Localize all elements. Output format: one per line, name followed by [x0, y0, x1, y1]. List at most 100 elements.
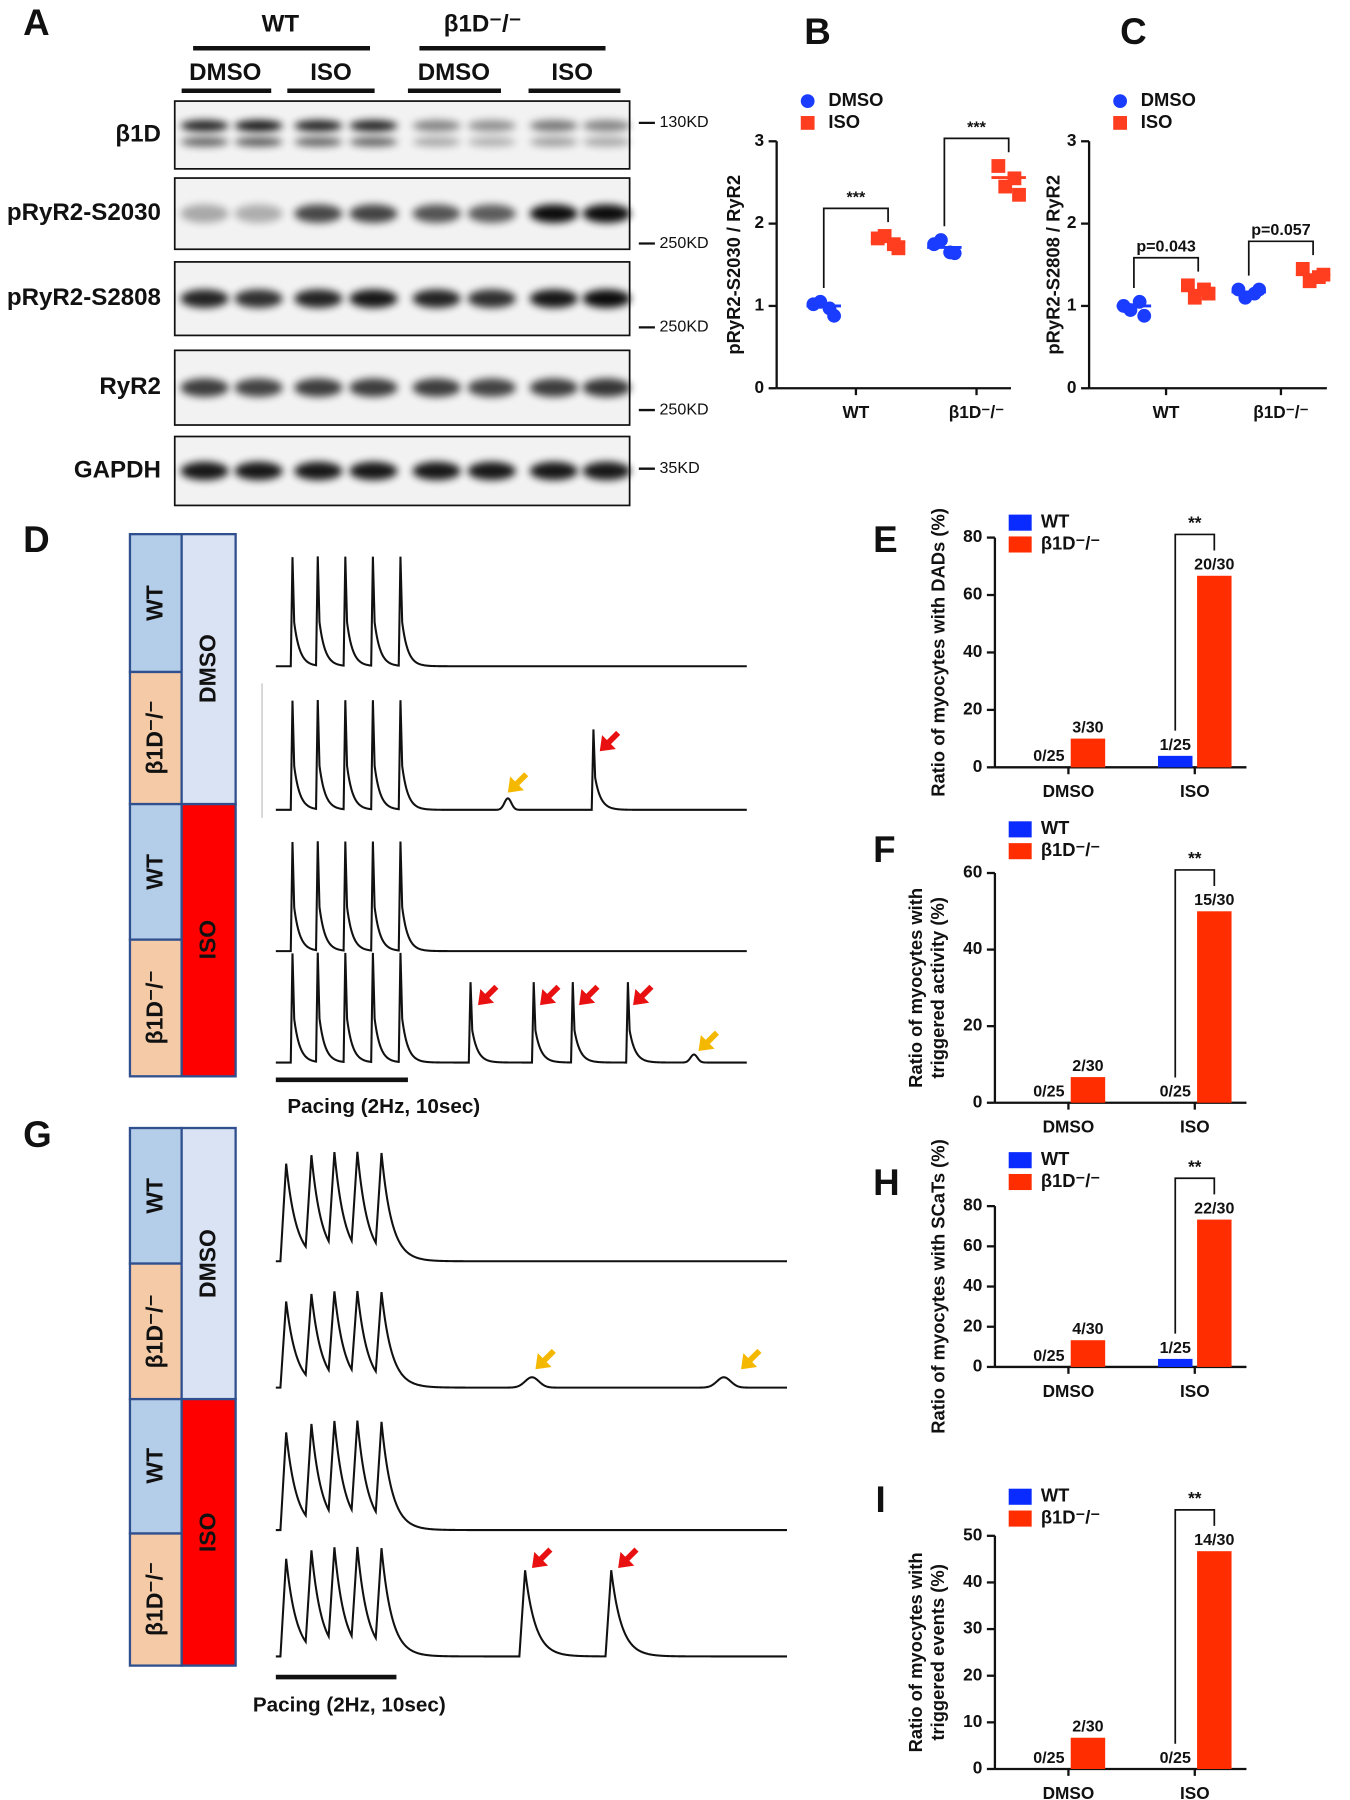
treatment-label: DMSO	[194, 1229, 220, 1298]
bar	[1070, 1737, 1106, 1769]
blot-band	[349, 120, 398, 132]
y-tick-label: 60	[963, 1235, 982, 1255]
blot-band	[234, 289, 283, 308]
bar	[1070, 1077, 1106, 1103]
arrow-head	[540, 989, 557, 1006]
blot-band	[467, 204, 516, 223]
y-axis-label: triggered activity (%)	[927, 897, 948, 1079]
legend-marker	[1008, 821, 1032, 838]
marker-label: 250KD	[659, 234, 708, 252]
y-tick-label: 60	[963, 584, 982, 604]
x-tick-label: β1D⁻/⁻	[1253, 402, 1308, 422]
panel-letter: D	[23, 519, 50, 560]
blot-band	[467, 120, 516, 132]
annotation: ***	[967, 118, 987, 136]
genotype-label: WT	[141, 1448, 167, 1484]
blot-band	[234, 137, 283, 147]
blot-treatment: ISO	[310, 59, 352, 86]
value-label: 14/30	[1194, 1531, 1234, 1549]
point	[998, 179, 1013, 194]
bracket	[822, 207, 889, 289]
y-tick-label: 2	[754, 212, 764, 232]
x-tick-label: DMSO	[1043, 1117, 1095, 1137]
annotation: **	[1188, 848, 1202, 868]
x-tick-label: DMSO	[1043, 1381, 1095, 1401]
bar	[1197, 1551, 1232, 1769]
x-tick-label: ISO	[1180, 1783, 1210, 1800]
blot-band	[234, 204, 283, 223]
blot-band	[529, 137, 578, 147]
bracket	[1174, 869, 1216, 1078]
panel-letter: G	[23, 1114, 52, 1155]
blot-band	[234, 461, 283, 481]
blot-group: β1D⁻/⁻	[444, 11, 522, 38]
legend-label: β1D⁻/⁻	[1041, 839, 1100, 860]
y-tick-label: 0	[973, 756, 983, 776]
bar	[1070, 738, 1106, 768]
arrow-head	[698, 1034, 715, 1052]
blot-strip	[173, 100, 631, 170]
blot-band	[529, 461, 578, 481]
blot-band	[349, 137, 398, 147]
point	[934, 233, 948, 247]
blot-band	[582, 120, 631, 132]
annotation: p=0.043	[1136, 238, 1196, 256]
blot-band	[294, 378, 343, 397]
marker-label: 35KD	[659, 459, 699, 477]
blot-band	[467, 378, 516, 397]
y-tick-label: 1	[754, 294, 764, 314]
bar	[1197, 575, 1232, 768]
blot-band	[467, 137, 516, 147]
y-tick-label: 0	[1067, 377, 1077, 397]
y-tick-label: 10	[963, 1711, 982, 1731]
x-tick-label: WT	[1153, 402, 1180, 422]
blot-band	[180, 378, 229, 397]
panel-letter: E	[873, 519, 898, 560]
arrow-head	[579, 989, 596, 1006]
y-axis-label: pRyR2-S2030 / RyR2	[723, 175, 744, 355]
y-axis-label: triggered events (%)	[927, 1564, 948, 1741]
y-tick-label: 40	[963, 641, 982, 661]
y-tick-label: 20	[963, 698, 982, 718]
panel-letter: A	[23, 2, 50, 43]
bar	[1197, 911, 1232, 1103]
blot-band	[294, 137, 343, 147]
blot-band	[180, 289, 229, 308]
blot-band	[412, 289, 461, 308]
bracket	[1133, 256, 1200, 289]
bracket	[1174, 1508, 1216, 1744]
x-tick-label: ISO	[1180, 1381, 1210, 1401]
genotype-label: β1D⁻/⁻	[141, 700, 167, 774]
bar	[1158, 1358, 1193, 1367]
blot-band	[412, 378, 461, 397]
point	[1012, 187, 1026, 202]
y-axis-label: Ratio of myocytes with SCaTs (%)	[928, 1139, 949, 1433]
trace	[275, 556, 747, 668]
value-label: 15/30	[1194, 891, 1234, 909]
y-tick-label: 1	[1067, 294, 1077, 314]
legend-label: WT	[1041, 511, 1070, 532]
blot-band	[180, 204, 229, 223]
legend-marker	[1113, 116, 1128, 130]
arrow-head	[477, 989, 495, 1006]
annotation: ***	[847, 188, 867, 206]
panel-letter: F	[873, 829, 895, 870]
y-tick-label: 3	[754, 130, 764, 150]
y-tick-label: 40	[963, 1275, 982, 1295]
panel-letter: H	[873, 1162, 900, 1203]
blot-treatment: DMSO	[418, 59, 490, 86]
value-label: 4/30	[1072, 1320, 1103, 1338]
y-tick-label: 0	[754, 377, 764, 397]
legend-label: WT	[1041, 1485, 1070, 1506]
trace	[275, 1290, 787, 1389]
blot-band	[582, 137, 631, 147]
point	[827, 308, 841, 323]
y-axis-label: Ratio of myocytes with	[905, 1552, 926, 1752]
point	[1252, 282, 1267, 297]
arrow-head	[741, 1353, 758, 1370]
genotype-label: WT	[141, 854, 167, 890]
treatment-label: ISO	[194, 1513, 220, 1553]
y-tick-label: 20	[963, 1015, 982, 1035]
blot-group: WT	[262, 11, 300, 38]
